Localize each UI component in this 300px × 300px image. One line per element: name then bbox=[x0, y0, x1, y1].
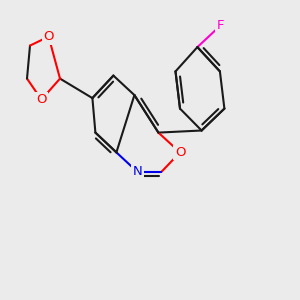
Text: O: O bbox=[36, 93, 47, 106]
Text: N: N bbox=[133, 165, 142, 178]
Text: O: O bbox=[44, 30, 54, 43]
Text: O: O bbox=[175, 146, 185, 159]
Text: F: F bbox=[217, 19, 224, 32]
